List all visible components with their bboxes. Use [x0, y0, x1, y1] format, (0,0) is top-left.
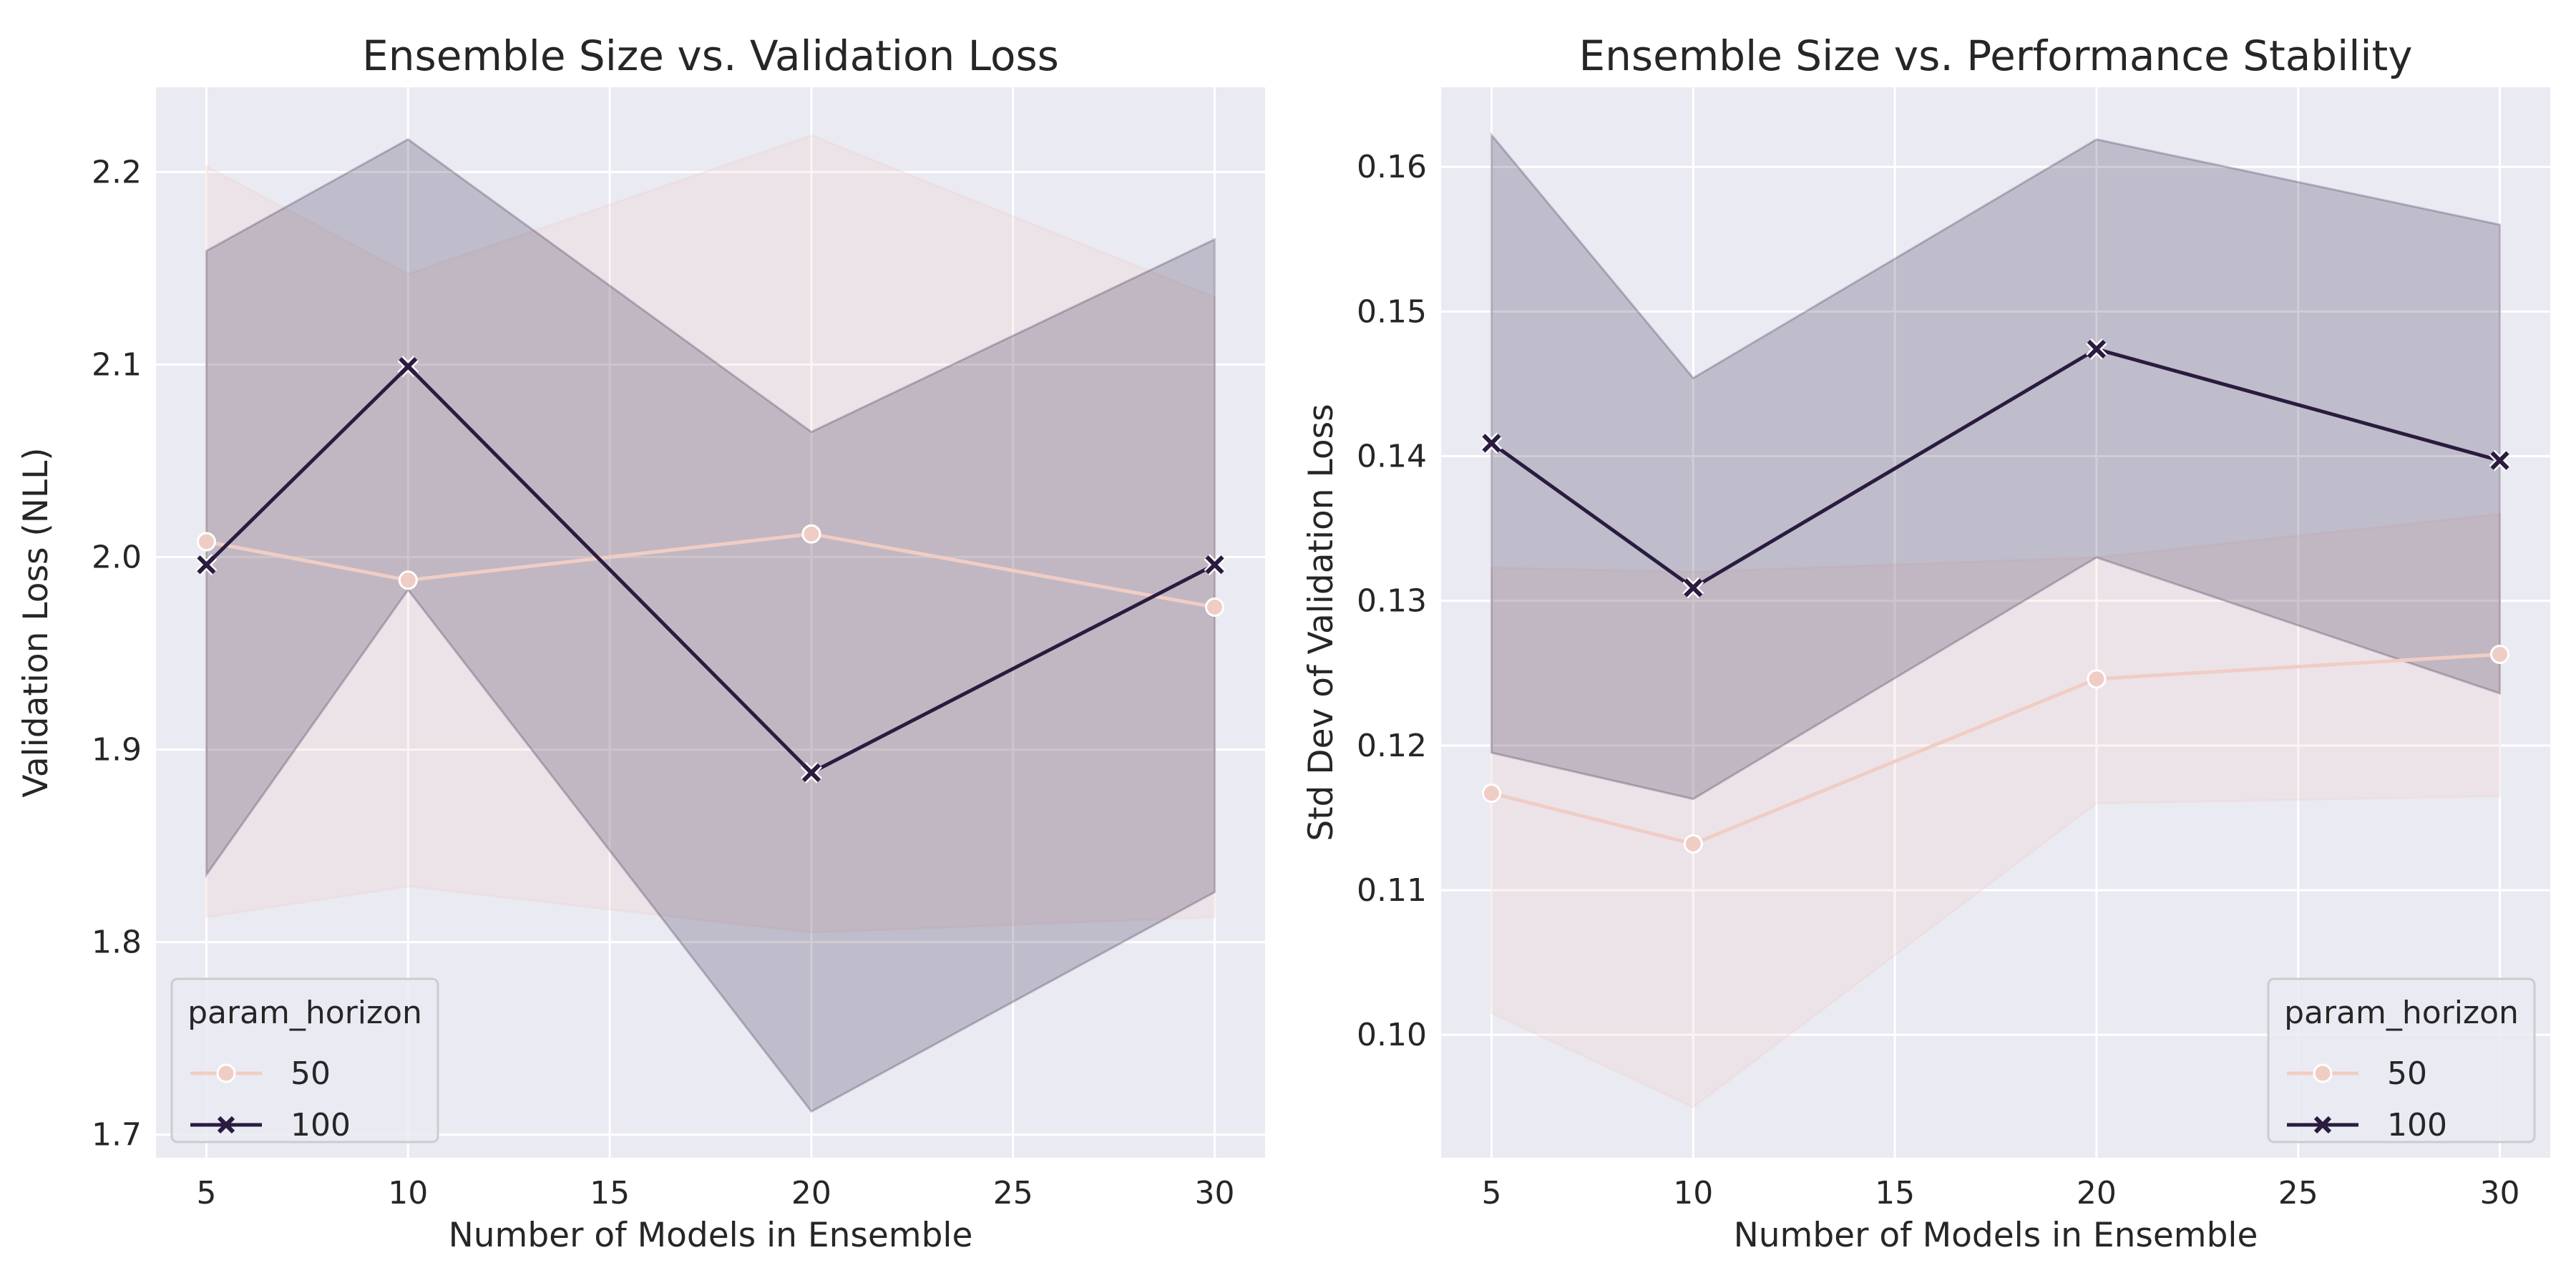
- legend-title: param_horizon: [187, 995, 422, 1031]
- legend-marker-x: [217, 1116, 235, 1134]
- legend-label: 50: [291, 1055, 331, 1092]
- legend: param_horizon 50 100: [170, 977, 439, 1143]
- legend-title: param_horizon: [2284, 995, 2519, 1031]
- data-point-series-50: [1481, 784, 1501, 804]
- series-line-50: [1491, 652, 2500, 846]
- legend-label: 100: [2387, 1107, 2447, 1143]
- series-line-50: [205, 532, 1215, 609]
- y-axis-label: Std Dev of Validation Loss: [1302, 404, 1341, 841]
- legend-marker-circle: [2313, 1063, 2333, 1083]
- y-tick-label: 1.9: [92, 732, 142, 769]
- y-tick-label: 0.12: [1357, 728, 1427, 764]
- marker-x: [1482, 434, 1501, 453]
- x-tick-label: 30: [2480, 1175, 2520, 1211]
- marker-x: [1684, 578, 1703, 597]
- x-tick-label: 15: [1875, 1175, 1915, 1211]
- x-tick-label: 5: [196, 1175, 216, 1211]
- confidence-band-series-50: [205, 134, 1216, 934]
- chart-left-validation-loss: 5 10 15 20 25 30 1.7 1.8 1.9 2.0 2.1 2.2 Ensemble Si…: [16, 31, 1265, 1255]
- legend-box: [170, 977, 439, 1143]
- data-point-series-100: [195, 554, 218, 576]
- x-axis-label: Number of Models in Ensemble: [449, 1216, 973, 1255]
- y-axis-label: Validation Loss (NLL): [16, 447, 56, 797]
- chart-right-performance-stability: 5 10 15 20 25 30 0.10 0.11 0.12 0.13 0.14 0.15 0.16 E…: [1302, 31, 2550, 1255]
- x-tick-label: 25: [2278, 1175, 2318, 1211]
- y-tick-label: 0.10: [1357, 1017, 1427, 1053]
- data-point-series-50: [1683, 834, 1703, 854]
- data-point-series-50: [196, 532, 216, 552]
- legend-box: [2267, 977, 2536, 1143]
- marker-x: [2087, 339, 2107, 359]
- y-tick-label: 1.7: [92, 1117, 142, 1153]
- x-tick-label: 20: [2077, 1175, 2117, 1211]
- marker-x: [2490, 451, 2509, 470]
- y-tick-label: 1.8: [92, 924, 142, 961]
- series-line-100: [205, 364, 1216, 775]
- x-tick-label: 25: [993, 1175, 1033, 1211]
- chart-title: Ensemble Size vs. Validation Loss: [362, 31, 1059, 80]
- y-tick-label: 2.2: [92, 154, 142, 190]
- x-tick-label: 30: [1195, 1175, 1235, 1211]
- series-line-100: [1490, 347, 2501, 590]
- y-tick-label: 0.16: [1357, 149, 1427, 185]
- gridlines: [1441, 87, 2550, 1158]
- data-point-series-100: [397, 356, 419, 378]
- data-point-series-50: [801, 524, 821, 544]
- data-point-series-100: [801, 761, 822, 784]
- y-tick-label: 0.15: [1357, 293, 1427, 330]
- gridlines: [156, 87, 1265, 1158]
- legend: param_horizon 50 100: [2267, 977, 2536, 1143]
- marker-x: [399, 357, 418, 376]
- data-point-series-100: [1682, 577, 1704, 599]
- data-point-series-100: [2086, 338, 2107, 360]
- x-tick-label: 15: [590, 1175, 630, 1211]
- marker-x: [1205, 555, 1224, 575]
- chart-title: Ensemble Size vs. Performance Stability: [1579, 31, 2412, 80]
- data-point-series-100: [2489, 449, 2511, 472]
- data-point-series-100: [1480, 432, 1503, 454]
- legend-marker-circle: [216, 1063, 236, 1083]
- data-point-series-50: [398, 570, 418, 590]
- x-tick-label: 20: [791, 1175, 831, 1211]
- data-point-series-50: [2087, 669, 2107, 689]
- x-axis-label: Number of Models in Ensemble: [1734, 1216, 2258, 1255]
- y-tick-label: 2.0: [92, 540, 142, 576]
- y-tick-label: 0.14: [1357, 439, 1427, 475]
- confidence-band-series-100: [205, 137, 1216, 1113]
- legend-label: 100: [291, 1107, 351, 1143]
- x-tick-label: 10: [1673, 1175, 1713, 1211]
- confidence-band-series-50: [1490, 512, 2502, 1108]
- y-tick-label: 0.13: [1357, 583, 1427, 620]
- y-tick-label: 2.1: [92, 346, 142, 383]
- legend-marker-x: [2313, 1116, 2332, 1134]
- y-tick-label: 0.11: [1357, 872, 1427, 909]
- marker-x: [801, 763, 821, 782]
- data-point-series-100: [1204, 554, 1226, 576]
- marker-x: [197, 555, 216, 575]
- data-point-series-50: [1205, 597, 1225, 617]
- data-point-series-50: [2490, 644, 2510, 664]
- x-tick-label: 5: [1481, 1175, 1501, 1211]
- x-tick-label: 10: [388, 1175, 428, 1211]
- legend-label: 50: [2387, 1055, 2427, 1092]
- confidence-band-series-100: [1490, 132, 2502, 801]
